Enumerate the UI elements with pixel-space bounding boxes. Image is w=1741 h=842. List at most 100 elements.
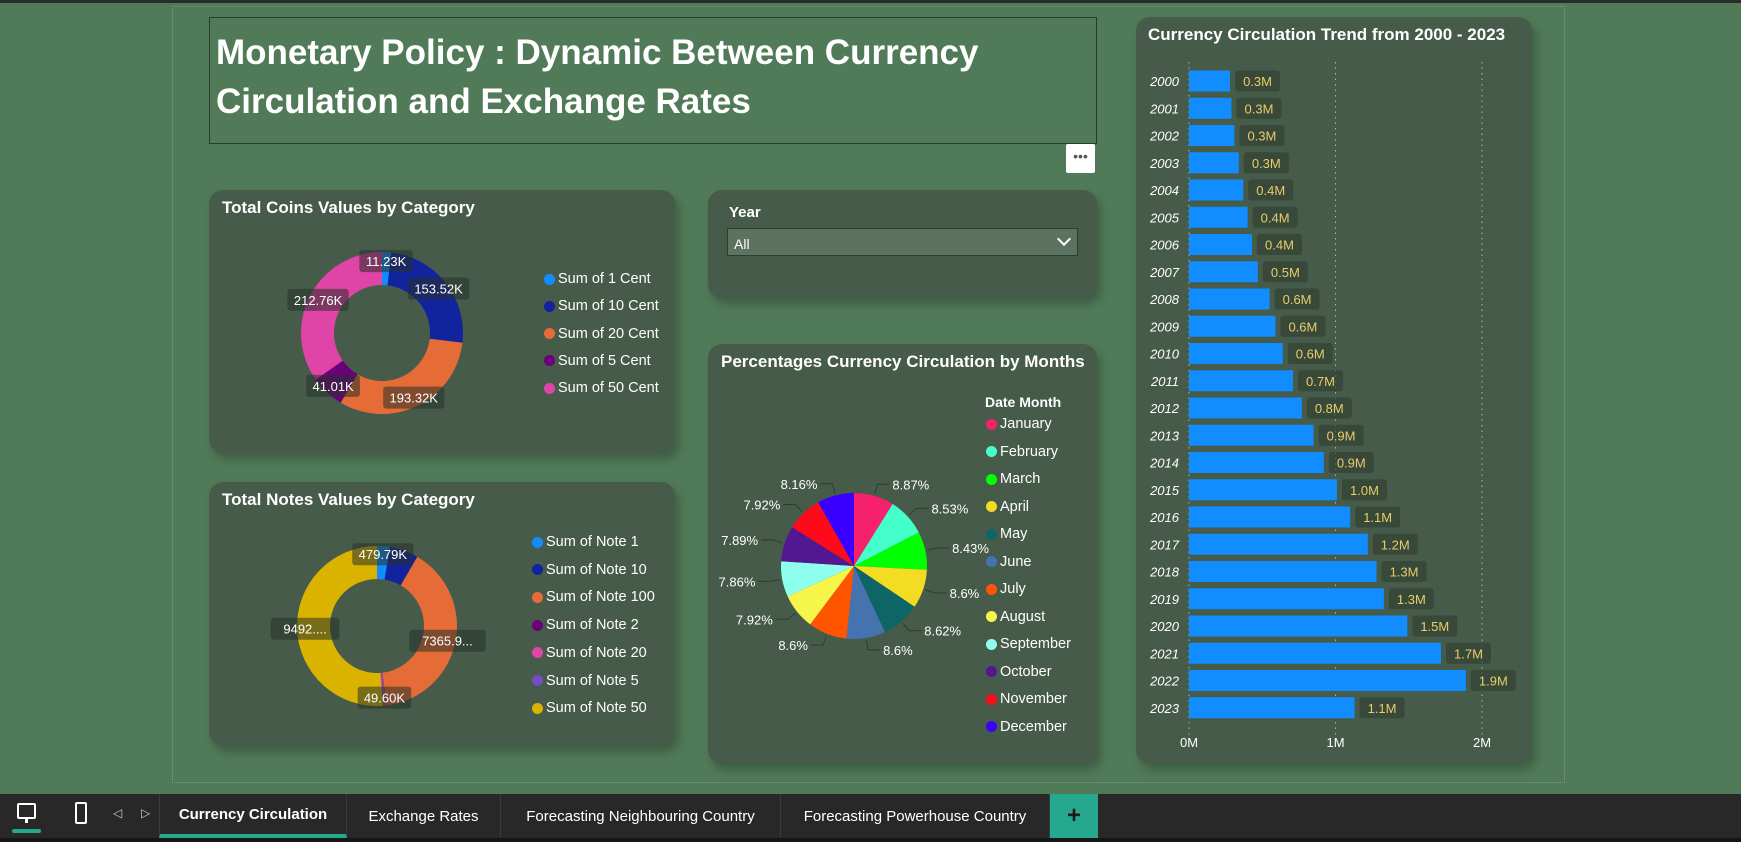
- data-label-bg: [1470, 670, 1516, 691]
- legend-item[interactable]: Sum of 10 Cent: [544, 298, 659, 314]
- legend-item[interactable]: Sum of 5 Cent: [544, 353, 651, 369]
- legend-item-april[interactable]: April: [986, 499, 1029, 515]
- legend-item[interactable]: Sum of Note 1: [532, 534, 639, 550]
- month-slice-september[interactable]: [781, 561, 854, 597]
- bar-2013[interactable]: [1189, 424, 1314, 446]
- legend-label: Sum of Note 10: [546, 561, 647, 578]
- month-slice-march[interactable]: [854, 532, 927, 570]
- legend-dot-icon: [532, 675, 543, 686]
- bar-2008[interactable]: [1189, 288, 1270, 310]
- bar-2020[interactable]: [1189, 615, 1408, 637]
- y-category-label: 2010: [1149, 347, 1180, 362]
- legend-item[interactable]: Sum of 1 Cent: [544, 271, 651, 287]
- legend-label: June: [1000, 553, 1032, 570]
- legend-item[interactable]: Sum of 20 Cent: [544, 326, 659, 342]
- legend-item[interactable]: Sum of Note 10: [532, 562, 647, 578]
- month-slice-december[interactable]: [818, 493, 854, 566]
- legend-item[interactable]: Sum of Note 100: [532, 589, 655, 605]
- legend-item-july[interactable]: July: [986, 581, 1026, 597]
- notes-chart-title: Total Notes Values by Category: [222, 490, 475, 509]
- month-slice-april[interactable]: [854, 566, 927, 607]
- add-page-button[interactable]: +: [1050, 794, 1098, 838]
- month-slice-january[interactable]: [854, 493, 893, 566]
- bar-2015[interactable]: [1189, 479, 1337, 501]
- tab-exchange-rates[interactable]: Exchange Rates: [347, 794, 501, 838]
- bar-data-label: 1.1M: [1368, 701, 1397, 716]
- legend-item[interactable]: Sum of Note 20: [532, 645, 647, 661]
- bar-2001[interactable]: [1189, 97, 1232, 119]
- next-page-icon[interactable]: ▷: [141, 806, 151, 820]
- leader-line: [761, 539, 783, 544]
- bar-2012[interactable]: [1189, 397, 1302, 419]
- legend-dot-icon: [986, 556, 997, 567]
- more-options-button[interactable]: •••: [1066, 144, 1095, 173]
- bar-2023[interactable]: [1189, 697, 1355, 719]
- legend-item-february[interactable]: February: [986, 444, 1058, 460]
- legend-item[interactable]: Sum of 50 Cent: [544, 380, 659, 396]
- legend-dot-icon: [986, 666, 997, 677]
- bar-2011[interactable]: [1189, 370, 1294, 392]
- y-category-label: 2003: [1149, 156, 1180, 171]
- tab-forecasting-powerhouse-country[interactable]: Forecasting Powerhouse Country: [781, 794, 1050, 838]
- month-slice-august[interactable]: [787, 566, 854, 625]
- bar-2017[interactable]: [1189, 533, 1368, 555]
- data-label-bg: [1274, 288, 1320, 310]
- legend-item-march[interactable]: March: [986, 471, 1040, 487]
- legend-dot-icon: [986, 693, 997, 705]
- month-slice-october[interactable]: [781, 527, 854, 566]
- tab-forecasting-neighbouring-country[interactable]: Forecasting Neighbouring Country: [501, 794, 781, 838]
- bar-2000[interactable]: [1189, 70, 1231, 92]
- bar-2018[interactable]: [1189, 561, 1377, 582]
- legend-item-june[interactable]: June: [986, 554, 1031, 570]
- legend-item-september[interactable]: September: [986, 636, 1071, 652]
- bar-2022[interactable]: [1189, 670, 1466, 691]
- previous-page-icon[interactable]: ◁: [113, 806, 123, 820]
- month-slice-november[interactable]: [792, 502, 854, 566]
- bar-data-label: 1.0M: [1350, 483, 1379, 498]
- coins-slice-4[interactable]: [301, 252, 382, 380]
- month-slice-february[interactable]: [854, 504, 919, 566]
- legend-item[interactable]: Sum of Note 2: [532, 617, 639, 633]
- bar-data-label: 1.5M: [1420, 619, 1449, 634]
- data-label-bg: [1262, 261, 1308, 283]
- bar-2014[interactable]: [1189, 452, 1324, 473]
- data-label-bg: [1236, 97, 1282, 119]
- month-slice-june[interactable]: [846, 566, 885, 639]
- bar-2002[interactable]: [1189, 125, 1235, 146]
- bar-2004[interactable]: [1189, 179, 1244, 201]
- desktop-view-icon[interactable]: [17, 803, 36, 819]
- legend-item-january[interactable]: January: [986, 416, 1052, 432]
- tab-currency-circulation[interactable]: Currency Circulation: [159, 794, 347, 838]
- legend-item-october[interactable]: October: [986, 664, 1052, 680]
- bar-2003[interactable]: [1189, 152, 1239, 174]
- bar-2006[interactable]: [1189, 234, 1252, 255]
- legend-item-december[interactable]: December: [986, 719, 1067, 735]
- legend-item[interactable]: Sum of Note 5: [532, 673, 639, 689]
- month-data-label: 7.92%: [743, 497, 780, 512]
- bar-2021[interactable]: [1189, 642, 1441, 664]
- bar-2019[interactable]: [1189, 588, 1384, 610]
- bar-2009[interactable]: [1189, 315, 1276, 337]
- months-legend-title: Date Month: [985, 394, 1062, 410]
- bar-data-label: 0.3M: [1245, 101, 1274, 116]
- mobile-view-icon[interactable]: [75, 802, 87, 824]
- legend-item-august[interactable]: August: [986, 609, 1045, 625]
- legend-item-november[interactable]: November: [986, 691, 1067, 707]
- year-dropdown[interactable]: All: [727, 228, 1078, 256]
- bar-2016[interactable]: [1189, 506, 1351, 528]
- month-slice-july[interactable]: [810, 566, 854, 639]
- legend-item[interactable]: Sum of Note 50: [532, 700, 647, 716]
- bar-2007[interactable]: [1189, 261, 1258, 283]
- legend-item-may[interactable]: May: [986, 526, 1027, 542]
- legend-dot-icon: [544, 355, 555, 367]
- data-label-bg: [1239, 125, 1285, 146]
- notes-data-label-6-text: 9492....: [283, 622, 326, 637]
- data-label-bg: [1341, 479, 1387, 501]
- bar-2005[interactable]: [1189, 206, 1248, 228]
- month-slice-may[interactable]: [854, 566, 915, 633]
- notes-slice-6[interactable]: [297, 546, 383, 706]
- y-category-label: 2005: [1149, 210, 1180, 225]
- desktop-view-indicator: [12, 829, 41, 833]
- bar-2010[interactable]: [1189, 343, 1283, 364]
- notes-slice-2[interactable]: [382, 556, 458, 706]
